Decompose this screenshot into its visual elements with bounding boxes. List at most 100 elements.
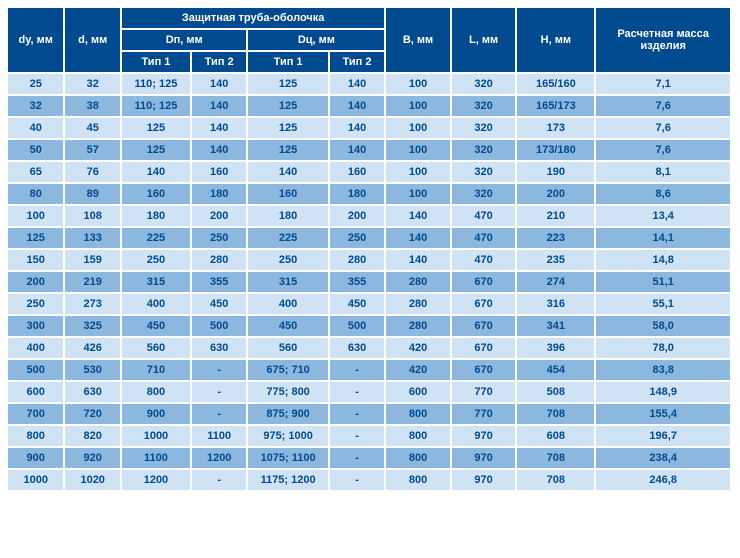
- table-cell: 800: [385, 425, 451, 447]
- table-cell: 250: [329, 227, 386, 249]
- table-cell: 140: [385, 227, 451, 249]
- table-cell: 100: [385, 95, 451, 117]
- table-cell: 173/180: [516, 139, 595, 161]
- table-cell: 280: [329, 249, 386, 271]
- table-cell: 341: [516, 315, 595, 337]
- table-cell: 280: [385, 315, 451, 337]
- table-cell: 246,8: [595, 469, 731, 491]
- table-cell: 470: [451, 249, 517, 271]
- table-cell: 110; 125: [121, 95, 191, 117]
- table-cell: 180: [121, 205, 191, 227]
- table-cell: 108: [64, 205, 120, 227]
- table-cell: 83,8: [595, 359, 731, 381]
- table-row: 20021931535531535528067027451,1: [8, 271, 731, 293]
- table-cell: 1000: [121, 425, 191, 447]
- table-cell: 560: [121, 337, 191, 359]
- col-l: L, мм: [451, 8, 517, 73]
- table-cell: 1000: [8, 469, 64, 491]
- table-cell: 180: [329, 183, 386, 205]
- table-row: 500530710-675; 710-42067045483,8: [8, 359, 731, 381]
- table-cell: 800: [385, 469, 451, 491]
- table-cell: 670: [451, 359, 517, 381]
- table-row: 2532110; 125140125140100320165/1607,1: [8, 73, 731, 95]
- table-row: 10010818020018020014047021013,4: [8, 205, 731, 227]
- table-body: 2532110; 125140125140100320165/1607,1323…: [8, 73, 731, 491]
- table-cell: 1020: [64, 469, 120, 491]
- spec-table: dу, мм d, мм Защитная труба-оболочка В, …: [8, 8, 732, 492]
- table-cell: 400: [247, 293, 328, 315]
- table-cell: 280: [385, 271, 451, 293]
- table-cell: 355: [191, 271, 247, 293]
- table-cell: 316: [516, 293, 595, 315]
- table-cell: 45: [64, 117, 120, 139]
- table-cell: 325: [64, 315, 120, 337]
- table-cell: -: [329, 447, 386, 469]
- table-header: dу, мм d, мм Защитная труба-оболочка В, …: [8, 8, 731, 73]
- table-cell: 225: [121, 227, 191, 249]
- table-cell: 320: [451, 117, 517, 139]
- table-cell: 140: [247, 161, 328, 183]
- col-mass: Расчетная масса изделия: [595, 8, 731, 73]
- table-cell: 155,4: [595, 403, 731, 425]
- table-cell: 420: [385, 337, 451, 359]
- table-cell: 608: [516, 425, 595, 447]
- table-cell: 396: [516, 337, 595, 359]
- table-cell: 1200: [121, 469, 191, 491]
- table-cell: 670: [451, 337, 517, 359]
- col-dp-tip2: Тип 2: [191, 51, 247, 73]
- table-cell: 315: [121, 271, 191, 293]
- table-cell: -: [329, 359, 386, 381]
- table-cell: 78,0: [595, 337, 731, 359]
- table-cell: 420: [385, 359, 451, 381]
- table-row: 100010201200-1175; 1200-800970708246,8: [8, 469, 731, 491]
- table-cell: 250: [247, 249, 328, 271]
- table-cell: 148,9: [595, 381, 731, 403]
- table-cell: 14,1: [595, 227, 731, 249]
- table-cell: 14,8: [595, 249, 731, 271]
- table-cell: 140: [191, 73, 247, 95]
- table-cell: 8,1: [595, 161, 731, 183]
- table-row: 40451251401251401003201737,6: [8, 117, 731, 139]
- table-cell: 670: [451, 293, 517, 315]
- table-cell: 223: [516, 227, 595, 249]
- table-cell: 150: [8, 249, 64, 271]
- table-cell: 110; 125: [121, 73, 191, 95]
- table-cell: 200: [8, 271, 64, 293]
- table-cell: 125: [8, 227, 64, 249]
- table-cell: 600: [8, 381, 64, 403]
- table-cell: 180: [191, 183, 247, 205]
- table-cell: 125: [121, 117, 191, 139]
- table-cell: 32: [64, 73, 120, 95]
- col-b: В, мм: [385, 8, 451, 73]
- table-row: 15015925028025028014047023514,8: [8, 249, 731, 271]
- table-cell: 160: [191, 161, 247, 183]
- table-cell: 770: [451, 403, 517, 425]
- table-cell: 630: [329, 337, 386, 359]
- table-cell: 219: [64, 271, 120, 293]
- table-cell: 238,4: [595, 447, 731, 469]
- table-cell: 800: [8, 425, 64, 447]
- table-cell: 800: [121, 381, 191, 403]
- table-cell: 630: [191, 337, 247, 359]
- table-cell: 160: [247, 183, 328, 205]
- table-row: 25027340045040045028067031655,1: [8, 293, 731, 315]
- table-cell: 470: [451, 227, 517, 249]
- table-cell: 25: [8, 73, 64, 95]
- table-cell: 58,0: [595, 315, 731, 337]
- table-row: 30032545050045050028067034158,0: [8, 315, 731, 337]
- table-cell: 100: [385, 183, 451, 205]
- table-cell: -: [329, 425, 386, 447]
- table-cell: 140: [121, 161, 191, 183]
- table-row: 900920110012001075; 1100-800970708238,4: [8, 447, 731, 469]
- table-cell: -: [329, 469, 386, 491]
- table-cell: 630: [64, 381, 120, 403]
- table-cell: 180: [247, 205, 328, 227]
- table-cell: 140: [329, 73, 386, 95]
- table-cell: 450: [191, 293, 247, 315]
- table-cell: 40: [8, 117, 64, 139]
- table-cell: 450: [329, 293, 386, 315]
- col-dc-tip1: Тип 1: [247, 51, 328, 73]
- table-cell: 470: [451, 205, 517, 227]
- table-cell: 708: [516, 469, 595, 491]
- table-cell: 670: [451, 315, 517, 337]
